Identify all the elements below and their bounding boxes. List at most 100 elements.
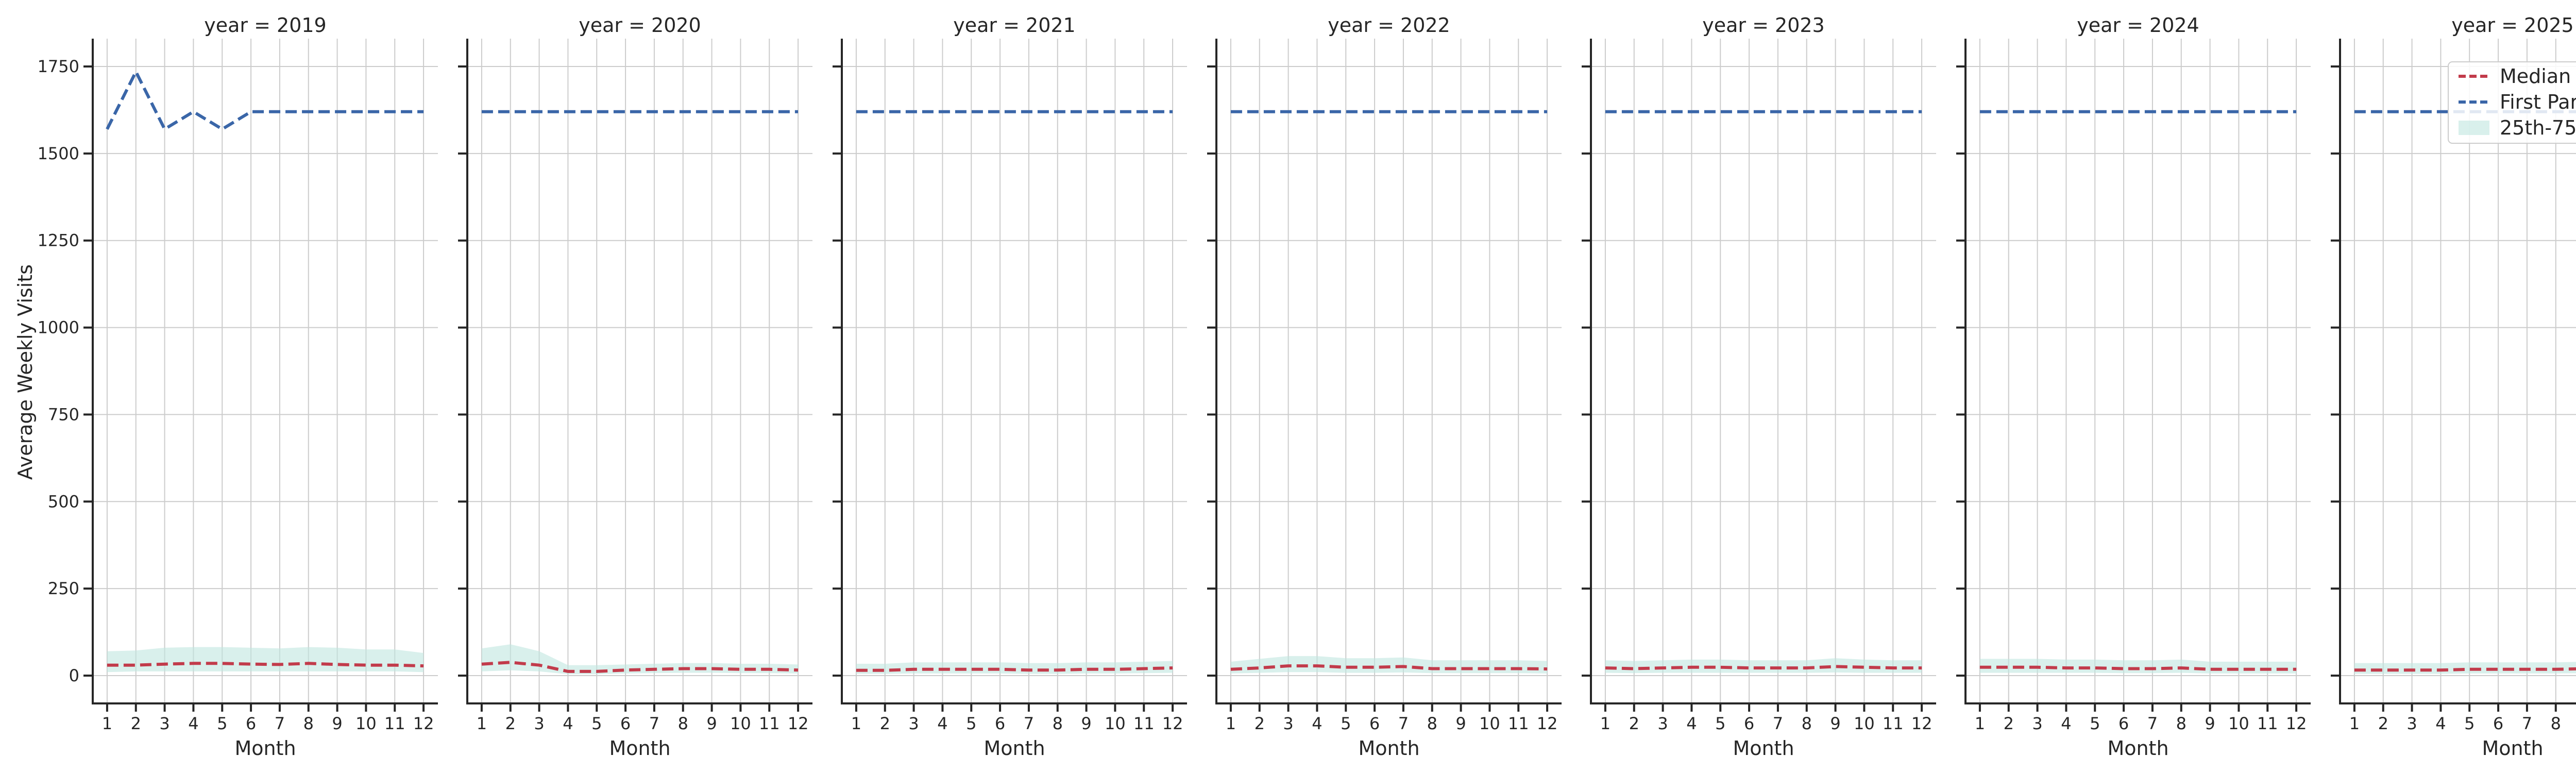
panel-title: year = 2023 — [1702, 14, 1824, 37]
x-axis-title: Month — [609, 737, 670, 760]
panel-title: year = 2024 — [2077, 14, 2199, 37]
x-tick-label: 10 — [1479, 714, 1500, 733]
panel-title: year = 2025 — [2451, 14, 2573, 37]
x-tick-label: 12 — [788, 714, 809, 733]
x-tick-label: 11 — [384, 714, 405, 733]
y-axis-title: Average Weekly Visits — [14, 264, 37, 480]
y-tick-label: 250 — [48, 579, 79, 598]
median-line — [1979, 665, 2297, 671]
y-tick-label: 750 — [48, 405, 79, 424]
x-tick-label: 5 — [966, 714, 976, 733]
x-tick-label: 8 — [303, 714, 314, 733]
x-tick-label: 3 — [1657, 714, 1668, 733]
x-axis-title: Month — [1358, 737, 1419, 760]
x-tick-label: 5 — [2464, 714, 2475, 733]
x-tick-label: 3 — [1283, 714, 1293, 733]
x-tick-label: 4 — [563, 714, 573, 733]
x-tick-label: 10 — [2228, 714, 2249, 733]
legend: Median First Party Median 25th-75th Percen… — [2448, 61, 2576, 144]
x-tick-label: 8 — [2551, 714, 2561, 733]
x-tick-label: 2 — [2004, 714, 2014, 733]
panel-title: year = 2022 — [1328, 14, 1450, 37]
x-tick-label: 6 — [246, 714, 256, 733]
legend-label: 25th-75th Percentile — [2500, 116, 2576, 139]
x-tick-label: 4 — [2061, 714, 2071, 733]
x-tick-label: 7 — [1773, 714, 1783, 733]
x-tick-label: 7 — [1398, 714, 1409, 733]
x-tick-label: 3 — [159, 714, 170, 733]
median-line — [107, 662, 424, 668]
x-tick-label: 12 — [1537, 714, 1558, 733]
x-tick-label: 2 — [131, 714, 141, 733]
legend-label: First Party Median — [2500, 91, 2576, 113]
x-tick-label: 3 — [2406, 714, 2417, 733]
x-tick-label: 9 — [1830, 714, 1840, 733]
x-tick-label: 6 — [1369, 714, 1380, 733]
percentile-band — [481, 644, 799, 675]
x-tick-label: 1 — [2349, 714, 2360, 733]
x-tick-label: 6 — [2493, 714, 2503, 733]
x-tick-label: 1 — [851, 714, 861, 733]
median-line — [1230, 664, 1548, 671]
x-tick-label: 8 — [1802, 714, 1812, 733]
percentile-band — [1979, 659, 2297, 674]
x-tick-label: 12 — [2286, 714, 2307, 733]
x-tick-label: 11 — [759, 714, 780, 733]
x-tick-label: 6 — [2119, 714, 2129, 733]
x-tick-label: 10 — [1854, 714, 1875, 733]
x-tick-label: 11 — [1133, 714, 1155, 733]
x-tick-label: 2 — [505, 714, 516, 733]
x-tick-label: 2 — [1629, 714, 1639, 733]
x-tick-label: 7 — [275, 714, 285, 733]
x-tick-label: 8 — [1427, 714, 1437, 733]
x-tick-label: 10 — [355, 714, 377, 733]
x-tick-label: 4 — [1686, 714, 1697, 733]
percentile-band — [1605, 658, 1922, 674]
x-tick-label: 12 — [1911, 714, 1933, 733]
x-tick-label: 2 — [880, 714, 890, 733]
x-tick-label: 11 — [1883, 714, 1904, 733]
x-tick-label: 4 — [2435, 714, 2446, 733]
x-tick-label: 9 — [1081, 714, 1091, 733]
x-tick-label: 2 — [2378, 714, 2388, 733]
x-tick-label: 5 — [2090, 714, 2100, 733]
median-line — [856, 666, 1173, 672]
x-tick-label: 1 — [1600, 714, 1611, 733]
y-tick-label: 500 — [48, 492, 79, 511]
x-tick-label: 2 — [1255, 714, 1265, 733]
percentile-band — [107, 647, 424, 673]
x-tick-label: 12 — [413, 714, 434, 733]
median-line — [2354, 667, 2576, 672]
x-tick-label: 5 — [1341, 714, 1351, 733]
x-tick-label: 12 — [1162, 714, 1183, 733]
x-tick-label: 8 — [1053, 714, 1063, 733]
x-tick-label: 11 — [1508, 714, 1529, 733]
x-tick-label: 4 — [188, 714, 198, 733]
x-axis-title: Month — [1733, 737, 1794, 760]
x-axis-title: Month — [2482, 737, 2543, 760]
y-tick-label: 1750 — [38, 57, 79, 76]
x-tick-label: 11 — [2257, 714, 2278, 733]
x-tick-label: 9 — [1455, 714, 1466, 733]
x-tick-label: 7 — [649, 714, 659, 733]
x-tick-label: 1 — [477, 714, 487, 733]
first-party-median-line — [106, 68, 424, 131]
median-line — [1605, 665, 1922, 670]
panel-title: year = 2019 — [204, 14, 326, 37]
y-tick-label: 1500 — [38, 144, 79, 163]
legend-label: Median — [2500, 65, 2571, 88]
x-tick-label: 1 — [1226, 714, 1236, 733]
x-tick-label: 4 — [937, 714, 947, 733]
x-axis-title: Month — [984, 737, 1045, 760]
x-tick-label: 7 — [2522, 714, 2532, 733]
y-tick-label: 0 — [69, 666, 79, 685]
x-tick-label: 7 — [1024, 714, 1034, 733]
x-tick-label: 4 — [1312, 714, 1322, 733]
